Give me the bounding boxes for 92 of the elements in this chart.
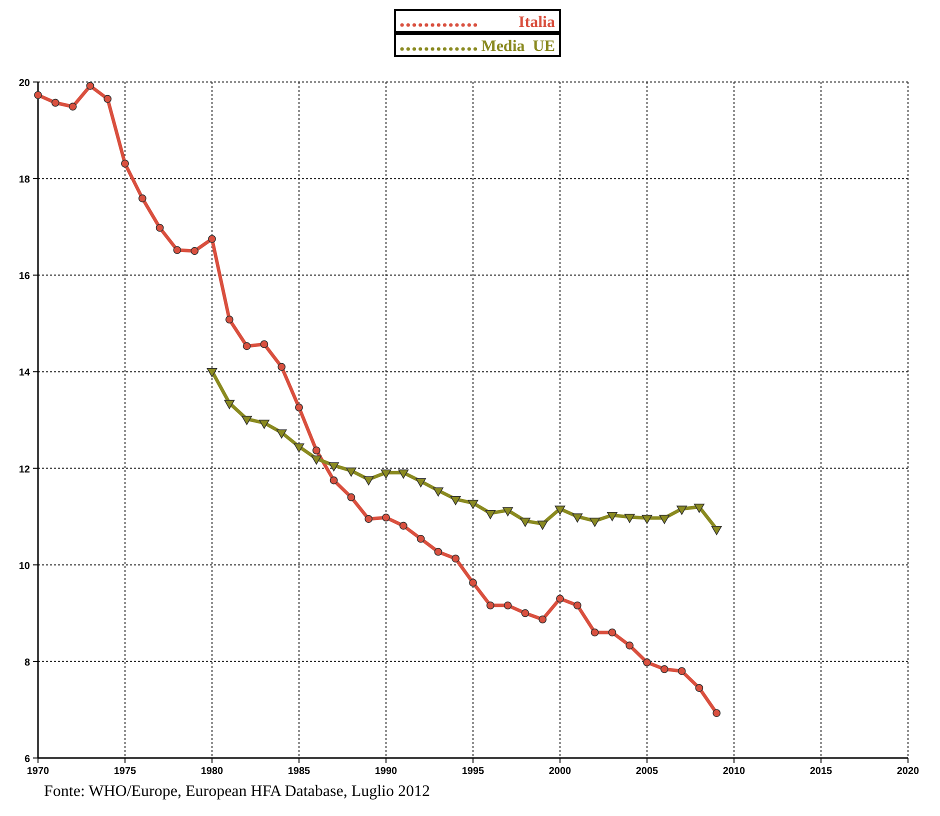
point (294, 443, 304, 453)
point (521, 609, 530, 618)
point (104, 94, 112, 103)
point (312, 446, 320, 454)
point (537, 520, 548, 530)
point (485, 510, 496, 520)
point (504, 601, 512, 610)
y-tick-label: 8 (24, 657, 30, 668)
legend-label: Media UE (481, 38, 555, 55)
point (660, 665, 668, 674)
point (121, 160, 129, 168)
point (225, 316, 234, 324)
point (258, 420, 270, 429)
point (242, 416, 252, 425)
point (676, 506, 688, 515)
point (486, 601, 494, 610)
point (432, 487, 444, 496)
point (156, 224, 164, 232)
point (712, 709, 721, 718)
y-tick-label: 12 (18, 464, 30, 476)
point (573, 601, 582, 610)
point (330, 476, 338, 484)
point (208, 234, 216, 243)
point (51, 98, 60, 107)
y-tick-label: 18 (18, 174, 30, 186)
point (452, 554, 460, 563)
x-tick-label: 2010 (722, 766, 746, 777)
point (190, 247, 199, 255)
point (363, 476, 374, 486)
point (346, 468, 356, 477)
point (556, 594, 564, 603)
point (34, 91, 42, 99)
point (711, 526, 722, 536)
point (416, 478, 426, 488)
point (678, 667, 686, 676)
x-tick-label: 2005 (636, 766, 659, 777)
y-tick-label: 20 (18, 78, 30, 89)
point (328, 462, 340, 472)
point (502, 507, 514, 516)
point (572, 513, 583, 523)
point (311, 455, 322, 465)
point (606, 512, 618, 522)
y-tick-label: 10 (18, 560, 30, 572)
point (450, 496, 461, 506)
point (624, 514, 635, 524)
x-tick-label: 1975 (114, 766, 137, 777)
point (659, 514, 670, 524)
point (242, 342, 251, 350)
point (538, 615, 547, 624)
point (382, 514, 390, 522)
x-tick-label: 1980 (200, 766, 224, 777)
point (416, 534, 425, 543)
point (206, 368, 218, 378)
point (86, 82, 94, 90)
text: Italia (518, 14, 555, 31)
point (347, 493, 356, 502)
point (398, 469, 409, 479)
point (469, 578, 477, 587)
x-tick-label: 2020 (896, 766, 920, 777)
point (68, 102, 77, 111)
x-tick-label: 1985 (288, 766, 311, 777)
point (138, 194, 146, 202)
x-tick-label: 2015 (810, 766, 833, 777)
point (626, 642, 634, 650)
point (224, 400, 235, 410)
point (380, 469, 392, 479)
point (642, 514, 652, 524)
point (278, 362, 286, 371)
point (643, 658, 651, 666)
point (434, 548, 442, 556)
point (554, 506, 566, 515)
point (520, 518, 530, 527)
source-note: Fonte: WHO/Europe, European HFA Database, Luglio 2012 (44, 783, 430, 800)
y-tick-label: 6 (24, 754, 30, 765)
point (695, 684, 704, 692)
point (694, 504, 704, 513)
y-tick-label: 16 (18, 271, 30, 282)
point (590, 628, 599, 636)
point (468, 500, 478, 509)
point (295, 403, 303, 412)
point (364, 515, 373, 523)
x-tick-label: 1995 (462, 766, 485, 777)
point (399, 522, 408, 530)
point (608, 628, 616, 636)
point (260, 340, 268, 348)
point (276, 429, 287, 439)
point (173, 246, 182, 254)
x-tick-label: 1990 (374, 766, 398, 777)
y-tick-label: 14 (18, 368, 30, 379)
point (590, 518, 600, 527)
x-tick-label: 2000 (548, 766, 572, 777)
x-tick-label: 1970 (26, 766, 50, 777)
